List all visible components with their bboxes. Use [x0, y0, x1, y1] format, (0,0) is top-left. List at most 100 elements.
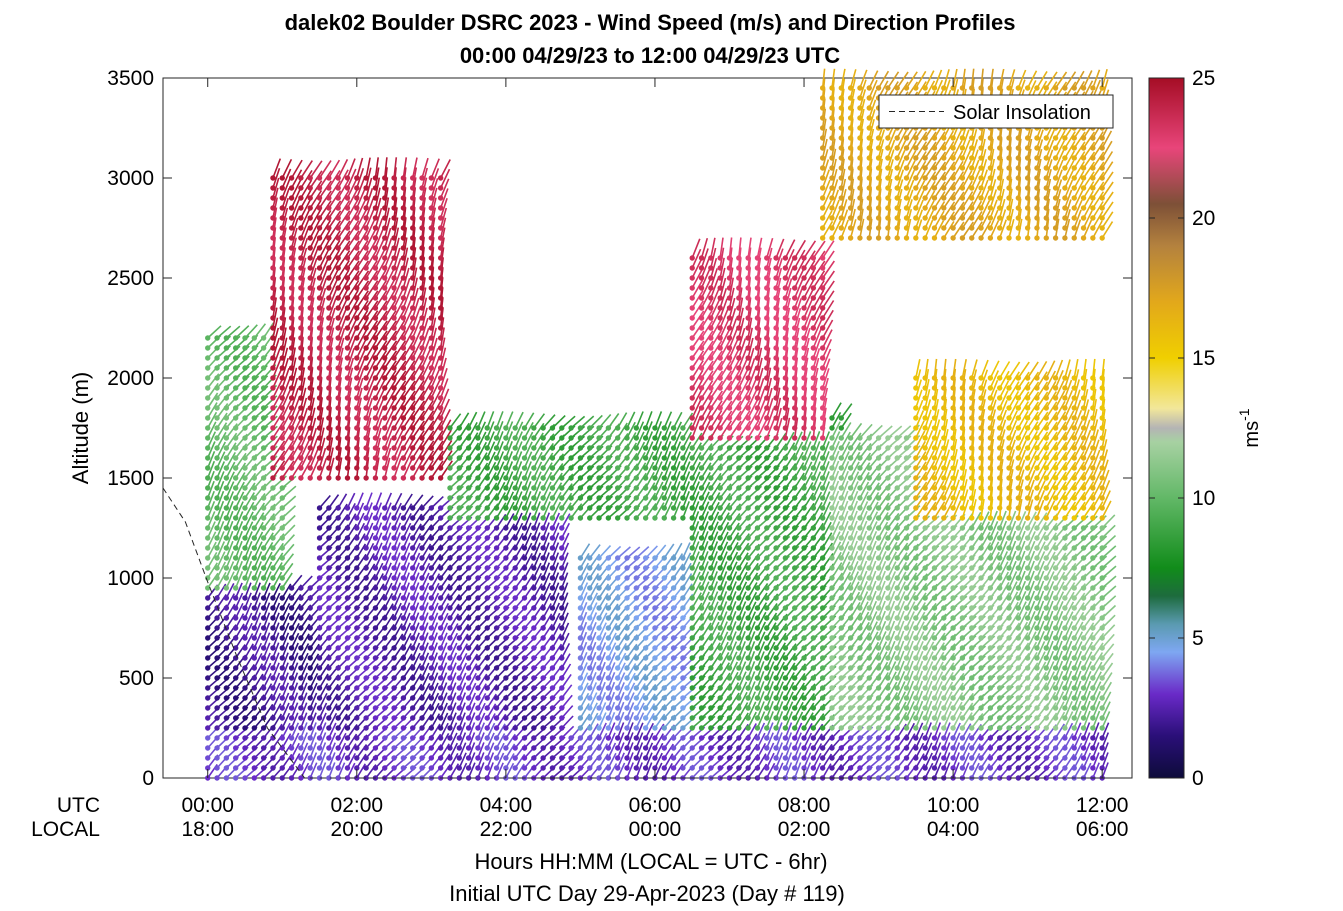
wind-barb-point: [382, 425, 388, 431]
wind-barb-point: [549, 755, 556, 761]
wind-barb-point: [232, 465, 239, 471]
wind-barb-point: [335, 385, 341, 391]
wind-barb-shaft: [374, 249, 386, 269]
wind-barb-point: [316, 255, 323, 261]
wind-barb-point: [465, 685, 472, 691]
wind-barb-shaft: [393, 409, 406, 429]
wind-barb-point: [428, 195, 435, 201]
wind-barb-point: [344, 515, 351, 521]
wind-barb-point: [270, 435, 276, 441]
wind-barb-point: [531, 665, 537, 671]
wind-barb-shaft: [393, 572, 401, 589]
wind-barb-shaft: [356, 239, 369, 259]
wind-barb-point: [270, 705, 276, 711]
wind-barb-point: [335, 415, 341, 421]
wind-barb-shaft: [374, 310, 388, 329]
wind-barb-point: [382, 515, 388, 521]
wind-barb-point: [521, 715, 528, 721]
wind-barb-point: [382, 605, 388, 611]
wind-barb-point: [326, 775, 332, 781]
wind-barb-point: [484, 725, 490, 731]
wind-barb-point: [717, 745, 723, 751]
wind-barb-shaft: [505, 431, 514, 449]
wind-barb-point: [214, 355, 220, 361]
wind-barb-point: [605, 725, 612, 731]
wind-barb-shaft: [411, 308, 421, 329]
wind-barb-point: [512, 695, 518, 701]
wind-barb-point: [605, 495, 612, 501]
wind-barb-point: [587, 725, 593, 731]
wind-barb-point: [465, 565, 472, 571]
wind-barb-point: [503, 555, 509, 561]
wind-barb-point: [465, 725, 472, 731]
wind-barb-point: [232, 535, 239, 541]
wind-barb-shaft: [272, 158, 282, 179]
wind-barb-point: [428, 235, 435, 241]
wind-barb-point: [326, 215, 332, 221]
wind-barb-point: [708, 355, 714, 361]
wind-barb-point: [605, 655, 612, 661]
wind-barb-point: [447, 705, 453, 711]
wind-barb-shaft: [421, 389, 434, 409]
wind-barb-point: [326, 595, 332, 601]
wind-barb-point: [298, 735, 304, 741]
wind-barb-point: [428, 345, 435, 351]
wind-barb-point: [335, 725, 341, 731]
wind-barb-point: [465, 525, 472, 531]
wind-barb-point: [503, 765, 509, 771]
wind-barb-point: [372, 335, 379, 341]
wind-barb-point: [279, 295, 285, 301]
wind-barb-point: [363, 445, 369, 451]
wind-barb-point: [521, 595, 528, 601]
wind-barb-point: [540, 435, 546, 441]
wind-barb-point: [698, 275, 705, 281]
wind-barb-shaft: [374, 279, 388, 299]
wind-barb-point: [484, 615, 490, 621]
wind-barb-point: [316, 175, 323, 181]
wind-barb-shaft: [272, 612, 280, 629]
wind-barb-point: [559, 545, 565, 551]
wind-barb-point: [531, 765, 537, 771]
wind-barb-point: [298, 395, 304, 401]
wind-barb-shaft: [290, 377, 299, 399]
wind-barb-shaft: [430, 723, 441, 739]
wind-barb-point: [410, 655, 416, 661]
wind-barb-point: [279, 765, 285, 771]
wind-barb-point: [382, 395, 388, 401]
wind-barb-point: [316, 345, 323, 351]
wind-barb-point: [475, 545, 481, 551]
wind-barb-point: [279, 755, 285, 761]
wind-barb-point: [288, 745, 295, 751]
wind-barb-point: [382, 615, 388, 621]
wind-barb-point: [503, 625, 509, 631]
wind-barb-shaft: [412, 494, 424, 509]
wind-barb-point: [596, 765, 602, 771]
wind-barb-point: [232, 485, 239, 491]
wind-barb-shaft: [281, 543, 295, 559]
wind-barb-point: [400, 365, 407, 371]
wind-barb-point: [214, 495, 220, 501]
wind-barb-point: [279, 685, 285, 691]
wind-barb-point: [400, 175, 407, 181]
wind-barb-point: [288, 715, 295, 721]
wind-barb-point: [577, 495, 584, 501]
wind-barb-point: [372, 375, 379, 381]
wind-barb-point: [400, 575, 407, 581]
wind-barb-shaft: [346, 289, 359, 309]
wind-barb-shaft: [374, 157, 379, 179]
wind-barb-point: [493, 755, 500, 761]
wind-barb-shaft: [411, 632, 420, 649]
wind-barb-shaft: [337, 200, 351, 219]
wind-barb-point: [680, 765, 686, 771]
wind-barb-point: [652, 755, 658, 761]
wind-barb-point: [428, 625, 435, 631]
wind-barb-point: [316, 505, 323, 511]
wind-barb-shaft: [393, 552, 401, 569]
wind-barb-point: [698, 565, 705, 571]
wind-barb-point: [260, 525, 267, 531]
wind-barb-point: [624, 735, 630, 741]
wind-barb-point: [559, 745, 565, 751]
wind-barb-point: [288, 375, 295, 381]
wind-barb-point: [298, 695, 304, 701]
wind-barb-point: [549, 425, 556, 431]
